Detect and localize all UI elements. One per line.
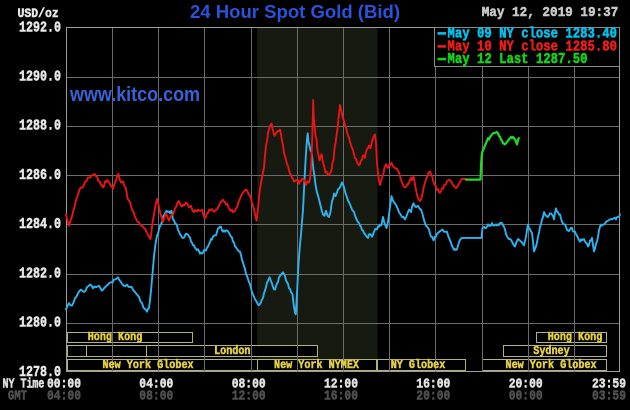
svg-text:1280.0: 1280.0: [19, 314, 61, 331]
svg-text:1290.0: 1290.0: [19, 68, 61, 85]
svg-text:00:00: 00:00: [509, 387, 543, 404]
svg-text:May 12 Last 1287.50: May 12 Last 1287.50: [448, 52, 588, 68]
svg-text:May 09 NY close 1283.40: May 09 NY close 1283.40: [448, 27, 618, 43]
svg-text:16:00: 16:00: [416, 376, 450, 392]
svg-text:1292.0: 1292.0: [19, 19, 61, 36]
svg-text:Hong Kong: Hong Kong: [548, 332, 603, 345]
svg-text:1286.0: 1286.0: [19, 167, 61, 184]
svg-text:GMT: GMT: [8, 387, 27, 404]
svg-text:16:00: 16:00: [324, 387, 358, 404]
svg-text:08:00: 08:00: [139, 387, 173, 404]
svg-text:12:00: 12:00: [232, 387, 266, 404]
svg-text:1288.0: 1288.0: [19, 118, 61, 135]
svg-text:03:59: 03:59: [592, 387, 626, 404]
svg-text:New York NYMEX: New York NYMEX: [274, 360, 359, 373]
svg-text:NY Time: NY Time: [3, 375, 45, 392]
svg-text:00:00: 00:00: [47, 376, 81, 392]
svg-text:Hong Kong: Hong Kong: [88, 332, 143, 345]
svg-text:23:59: 23:59: [592, 376, 626, 392]
svg-text:12:00: 12:00: [324, 376, 358, 392]
svg-text:1278.0: 1278.0: [19, 364, 61, 381]
svg-text:24 Hour Spot Gold (Bid): 24 Hour Spot Gold (Bid): [190, 1, 400, 22]
svg-text:04:00: 04:00: [139, 376, 173, 392]
svg-text:USD/oz: USD/oz: [18, 6, 59, 21]
svg-text:08:00: 08:00: [232, 376, 266, 392]
svg-text:New York Globex: New York Globex: [103, 360, 195, 373]
svg-text:1284.0: 1284.0: [19, 216, 61, 233]
svg-text:20:00: 20:00: [416, 387, 450, 404]
svg-text:1282.0: 1282.0: [19, 265, 61, 282]
svg-text:NY Globex: NY Globex: [391, 360, 446, 373]
svg-text:04:00: 04:00: [47, 387, 81, 404]
svg-text:New York Globex: New York Globex: [506, 360, 598, 373]
svg-text:Sydney: Sydney: [533, 346, 570, 359]
svg-text:May 10 NY close 1285.80: May 10 NY close 1285.80: [448, 40, 618, 56]
svg-text:May 12, 2019 19:37: May 12, 2019 19:37: [482, 4, 619, 20]
svg-text:20:00: 20:00: [509, 376, 543, 392]
svg-text:www.kitco.com: www.kitco.com: [69, 84, 200, 106]
svg-text:London: London: [214, 346, 250, 359]
